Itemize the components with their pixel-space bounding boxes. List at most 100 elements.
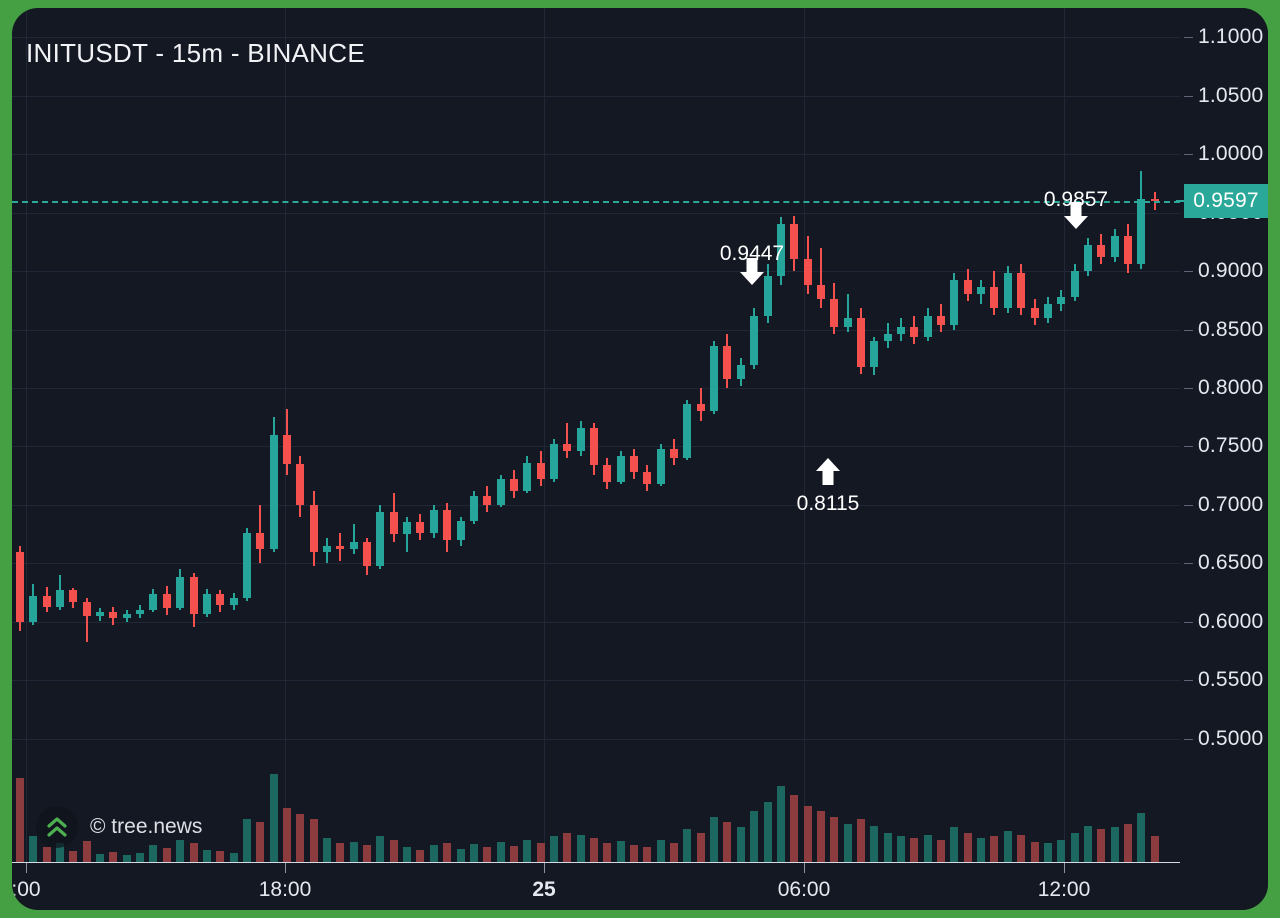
candle-body xyxy=(470,495,478,522)
vertical-gridline xyxy=(544,8,545,863)
plot-area[interactable]: 0.9447 0.9857 0.8115 INITUSDT - 15m - BINA… xyxy=(12,8,1180,863)
candle-body xyxy=(737,364,745,379)
volume-bar xyxy=(777,786,785,863)
volume-bar xyxy=(910,838,918,863)
candle-body xyxy=(563,444,571,452)
price-tick-label: 1.0500 xyxy=(1198,83,1264,107)
candle-body xyxy=(897,327,905,335)
volume-bar xyxy=(817,811,825,863)
volume-bar xyxy=(510,846,518,863)
candle-body xyxy=(443,509,451,540)
horizontal-gridline xyxy=(12,213,1180,214)
volume-bar xyxy=(937,839,945,863)
candle-wick xyxy=(353,523,355,555)
volume-bar xyxy=(750,811,758,863)
volume-bar xyxy=(897,836,905,863)
candle-body xyxy=(1057,296,1065,304)
volume-bar xyxy=(924,834,932,863)
tree-news-logo xyxy=(36,806,78,848)
price-tick-label: 0.5500 xyxy=(1198,668,1264,692)
time-tick xyxy=(26,863,27,873)
time-tick xyxy=(804,863,805,873)
candle-body xyxy=(750,315,758,365)
candle-wick xyxy=(820,247,822,309)
volume-bar xyxy=(323,838,331,863)
candle-body xyxy=(1004,273,1012,309)
volume-bar xyxy=(630,845,638,863)
current-price-badge[interactable]: 0.9597 xyxy=(1176,184,1268,219)
volume-bar xyxy=(403,846,411,863)
volume-bar xyxy=(670,843,678,863)
vertical-gridline xyxy=(26,8,27,863)
candle-body xyxy=(1071,271,1079,297)
time-tick-label: 06:00 xyxy=(777,878,831,901)
candle-body xyxy=(416,522,424,533)
horizontal-gridline xyxy=(12,154,1180,155)
volume-bar xyxy=(870,825,878,863)
volume-bar xyxy=(96,854,104,863)
horizontal-gridline xyxy=(12,96,1180,97)
candle-body xyxy=(617,455,625,482)
volume-bar xyxy=(230,853,238,863)
price-tick-label: 0.6500 xyxy=(1198,551,1264,575)
vertical-gridline xyxy=(1064,8,1065,863)
price-tick-label: 0.7500 xyxy=(1198,434,1264,458)
candle-body xyxy=(363,542,371,566)
volume-bar xyxy=(1124,823,1132,863)
candle-body xyxy=(777,224,785,276)
candle-body xyxy=(376,511,384,566)
candle-body xyxy=(870,341,878,367)
horizontal-gridline xyxy=(12,622,1180,623)
volume-bar xyxy=(416,849,424,863)
candle-body xyxy=(1017,273,1025,309)
volume-bar xyxy=(483,846,491,863)
candle-body xyxy=(96,612,104,616)
volume-bar xyxy=(804,806,812,863)
horizontal-gridline xyxy=(12,388,1180,389)
price-badge-connector xyxy=(1176,200,1186,203)
candle-body xyxy=(176,577,184,608)
volume-bar xyxy=(1097,829,1105,863)
candle-body xyxy=(1124,236,1132,265)
volume-bar xyxy=(537,843,545,863)
price-tick-label: 1.0000 xyxy=(1198,142,1264,166)
candle-body xyxy=(857,317,865,367)
volume-bar xyxy=(270,774,278,863)
volume-bar xyxy=(550,836,558,863)
volume-bar xyxy=(737,827,745,863)
volume-bar xyxy=(950,827,958,863)
candle-body xyxy=(296,464,304,505)
volume-bar xyxy=(563,832,571,863)
candle-body xyxy=(603,465,611,482)
volume-bar xyxy=(603,843,611,863)
time-tick-label: 25 xyxy=(532,878,556,901)
horizontal-gridline xyxy=(12,271,1180,272)
volume-bar xyxy=(376,836,384,863)
candle-body xyxy=(256,532,264,550)
candle-body xyxy=(230,598,238,606)
candle-body xyxy=(136,610,144,614)
candle-body xyxy=(550,444,558,480)
volume-bar xyxy=(163,847,171,863)
horizontal-gridline xyxy=(12,563,1180,564)
price-tick xyxy=(1184,388,1193,389)
volume-bar xyxy=(657,839,665,863)
candle-body xyxy=(537,462,545,480)
volume-bar xyxy=(430,845,438,863)
volume-bar xyxy=(256,822,264,863)
volume-bar xyxy=(310,818,318,863)
candle-body xyxy=(323,545,331,552)
price-axis[interactable]: 1.10001.05001.00000.95000.90000.85000.80… xyxy=(1176,8,1268,910)
candle-body xyxy=(510,479,518,491)
candle-body xyxy=(1137,198,1145,265)
price-tick xyxy=(1184,739,1193,740)
volume-bar xyxy=(857,818,865,863)
volume-bar xyxy=(1017,834,1025,863)
candle-body xyxy=(163,593,171,608)
candle-body xyxy=(457,521,465,540)
vertical-gridline xyxy=(804,8,805,863)
volume-bar xyxy=(203,849,211,863)
candle-body xyxy=(203,593,211,614)
candle-wick xyxy=(86,598,88,642)
time-axis[interactable]: :00 18:00 25 06:00 12:00 xyxy=(12,863,1180,910)
